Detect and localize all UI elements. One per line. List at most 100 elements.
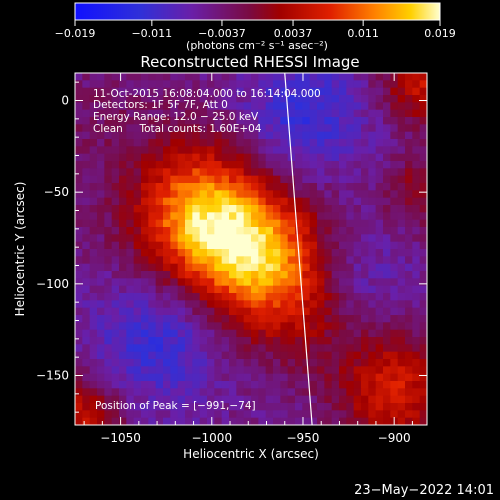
heatmap-cell [119, 175, 127, 184]
heatmap-cell [192, 109, 201, 118]
x-axis-label: Heliocentric X (arcsec) [183, 447, 319, 461]
heatmap-cell [295, 190, 303, 199]
heatmap-cell [280, 285, 289, 294]
heatmap-cell [229, 183, 237, 191]
heatmap-cell [383, 403, 391, 411]
heatmap-cell [405, 373, 413, 382]
heatmap-cell [339, 197, 347, 206]
heatmap-cell [302, 212, 311, 221]
heatmap-cell [133, 219, 142, 228]
heatmap-cell [331, 205, 340, 213]
heatmap-cell [133, 197, 142, 206]
heatmap-cell [280, 139, 289, 147]
heatmap-cell [97, 87, 105, 96]
heatmap-cell [280, 417, 289, 425]
heatmap-cell [185, 146, 193, 155]
heatmap-cell [353, 366, 362, 375]
heatmap-cell [339, 168, 347, 177]
heatmap-cell [265, 329, 274, 338]
heatmap-cell [361, 80, 369, 89]
heatmap-cell [273, 139, 281, 147]
heatmap-cell [126, 227, 135, 235]
heatmap-cell [199, 366, 208, 375]
heatmap-cell [287, 102, 296, 111]
heatmap-cell [273, 227, 281, 235]
heatmap-cell [163, 256, 171, 265]
heatmap-cell [192, 168, 201, 177]
heatmap-cell [141, 410, 149, 419]
heatmap-cell [199, 285, 208, 294]
heatmap-cell [236, 381, 245, 389]
heatmap-cell [383, 131, 391, 140]
heatmap-cell [265, 146, 274, 155]
heatmap-cell [155, 87, 164, 96]
heatmap-cell [126, 344, 135, 353]
heatmap-cell [104, 366, 113, 375]
heatmap-cell [229, 344, 237, 353]
heatmap-cell [317, 234, 325, 243]
heatmap-cell [177, 329, 186, 338]
heatmap-cell [317, 183, 325, 191]
heatmap-cell [287, 329, 296, 338]
heatmap-cell [309, 351, 318, 360]
heatmap-cell [148, 315, 157, 323]
heatmap-cell [89, 315, 98, 323]
heatmap-cell [243, 234, 252, 243]
heatmap-cell [75, 300, 83, 309]
heatmap-cell [155, 329, 164, 338]
heatmap-cell [258, 263, 267, 272]
heatmap-cell [104, 300, 113, 309]
heatmap-cell [170, 131, 179, 140]
heatmap-cell [383, 417, 391, 425]
heatmap-cell [119, 359, 127, 367]
heatmap-cell [251, 241, 259, 250]
heatmap-cell [75, 183, 83, 191]
heatmap-cell [361, 322, 369, 331]
heatmap-cell [126, 263, 135, 272]
heatmap-cell [412, 87, 421, 96]
heatmap-cell [199, 73, 208, 81]
heatmap-cell [185, 395, 193, 404]
heatmap-cell [383, 80, 391, 89]
heatmap-cell [111, 359, 120, 367]
heatmap-cell [339, 234, 347, 243]
heatmap-cell [119, 80, 127, 89]
heatmap-cell [251, 87, 259, 96]
heatmap-cell [258, 161, 267, 169]
heatmap-cell [397, 102, 406, 111]
heatmap-cell [368, 359, 377, 367]
heatmap-cell [192, 124, 201, 133]
heatmap-cell [353, 285, 362, 294]
heatmap-cell [287, 95, 296, 103]
heatmap-cell [192, 256, 201, 265]
heatmap-cell [111, 256, 120, 265]
heatmap-cell [295, 403, 303, 411]
heatmap-cell [405, 256, 413, 265]
heatmap-cell [170, 234, 179, 243]
heatmap-cell [397, 395, 406, 404]
heatmap-cell [331, 241, 340, 250]
heatmap-cell [251, 131, 259, 140]
heatmap-cell [229, 197, 237, 206]
heatmap-cell [317, 329, 325, 338]
heatmap-cell [390, 344, 399, 353]
heatmap-cell [104, 249, 113, 257]
heatmap-cell [82, 366, 91, 375]
heatmap-cell [397, 337, 406, 345]
heatmap-cell [346, 175, 355, 184]
heatmap-cell [368, 175, 377, 184]
heatmap-cell [273, 315, 281, 323]
heatmap-cell [302, 139, 311, 147]
heatmap-cell [229, 388, 237, 397]
heatmap-cell [148, 102, 157, 111]
heatmap-cell [192, 337, 201, 345]
heatmap-cell [346, 278, 355, 287]
heatmap-cell [383, 285, 391, 294]
heatmap-cell [141, 315, 149, 323]
heatmap-cell [163, 183, 171, 191]
heatmap-cell [148, 381, 157, 389]
heatmap-cell [75, 344, 83, 353]
heatmap-cell [75, 381, 83, 389]
heatmap-cell [221, 278, 230, 287]
heatmap-cell [317, 300, 325, 309]
